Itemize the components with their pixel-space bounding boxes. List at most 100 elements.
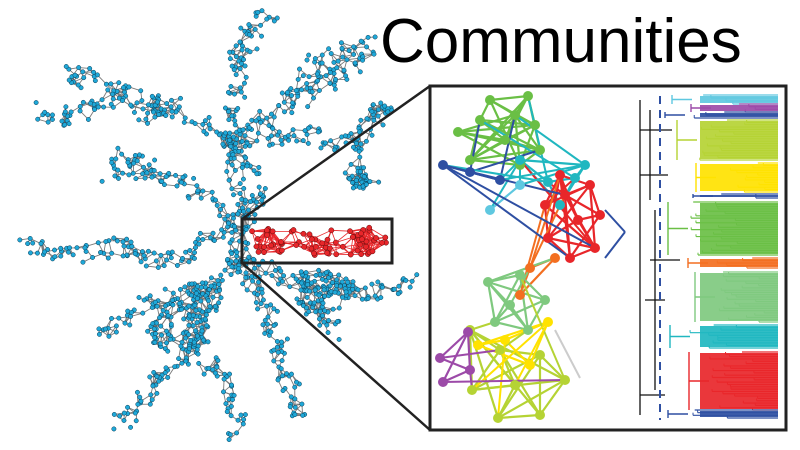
network-node [290, 100, 295, 106]
network-node [72, 72, 78, 78]
network-node [269, 111, 274, 117]
network-node [186, 346, 192, 352]
zoom-connector-line [241, 84, 431, 221]
network-node [292, 384, 298, 390]
network-node [292, 396, 298, 402]
network-node [274, 344, 280, 350]
network-node [25, 241, 31, 247]
inset-edge [494, 320, 529, 332]
network-node [334, 277, 340, 283]
network-node [409, 278, 415, 284]
network-node [254, 199, 259, 205]
network-node [304, 57, 310, 63]
inset-edge [469, 329, 516, 386]
network-node [77, 104, 83, 109]
network-node [259, 290, 265, 296]
network-node [200, 188, 206, 194]
network-node [316, 88, 322, 93]
network-node [249, 117, 255, 123]
network-node [306, 125, 311, 131]
network-node [195, 283, 201, 289]
network-node [350, 180, 356, 186]
network-node [414, 272, 420, 278]
network-node [134, 100, 140, 106]
network-node [265, 314, 271, 320]
network-node [361, 165, 367, 171]
inset-node [523, 91, 533, 101]
network-node [173, 109, 179, 115]
network-node [76, 65, 82, 70]
network-node [371, 117, 377, 123]
network-node [242, 197, 248, 203]
inset-node [535, 145, 545, 155]
network-node [241, 57, 247, 63]
network-node [271, 347, 277, 353]
network-node [91, 69, 97, 75]
network-node [268, 302, 274, 308]
network-node [342, 133, 348, 139]
inset-node [500, 135, 510, 145]
network-node [42, 109, 48, 115]
inset-link [479, 119, 576, 179]
network-node [226, 437, 232, 443]
community-node [358, 251, 365, 258]
network-node [279, 90, 285, 96]
network-node [222, 267, 228, 273]
community-node [261, 244, 268, 250]
network-node [335, 58, 341, 64]
network-node [372, 34, 378, 40]
network-node [141, 164, 146, 170]
network-node [28, 250, 33, 256]
network-node [58, 253, 64, 259]
network-node [288, 394, 294, 400]
network-node [62, 109, 68, 115]
network-node [276, 129, 282, 135]
inset-link [442, 379, 566, 383]
network-node [262, 317, 268, 323]
network-node [330, 306, 336, 312]
network-node [111, 426, 117, 432]
network-node [145, 248, 151, 254]
network-node [33, 100, 39, 106]
network-node [318, 145, 324, 151]
network-node [164, 340, 169, 346]
network-node [256, 279, 261, 285]
network-node [105, 87, 111, 93]
network-node [187, 248, 193, 253]
inset-node [467, 385, 477, 395]
network-node [75, 82, 81, 88]
network-node [228, 272, 234, 278]
network-node [220, 141, 226, 147]
network-node [149, 174, 155, 180]
network-node [309, 280, 315, 286]
inset-edge [489, 94, 529, 102]
inset-node [438, 160, 448, 170]
network-node [168, 321, 174, 327]
inset-link [471, 321, 549, 391]
inset-node [555, 200, 565, 210]
network-node [360, 57, 366, 63]
network-node [186, 322, 192, 328]
network-node [201, 337, 206, 343]
network-node [148, 392, 154, 398]
network-node [192, 255, 197, 261]
network-node [172, 364, 178, 370]
community-node [300, 230, 307, 237]
network-node [378, 100, 384, 106]
network-node [176, 356, 182, 362]
network-node [251, 168, 257, 174]
network-node [375, 279, 381, 285]
network-node [59, 118, 65, 124]
inset-node [463, 327, 473, 337]
network-node [233, 72, 239, 78]
network-node [237, 39, 243, 45]
community-node [369, 248, 376, 255]
network-node [222, 216, 228, 222]
network-node [233, 141, 239, 147]
network-node [164, 257, 170, 263]
network-node [336, 336, 342, 342]
network-node [256, 164, 262, 170]
network-node [111, 412, 117, 417]
inset-node [495, 345, 505, 355]
network-node [348, 161, 354, 167]
